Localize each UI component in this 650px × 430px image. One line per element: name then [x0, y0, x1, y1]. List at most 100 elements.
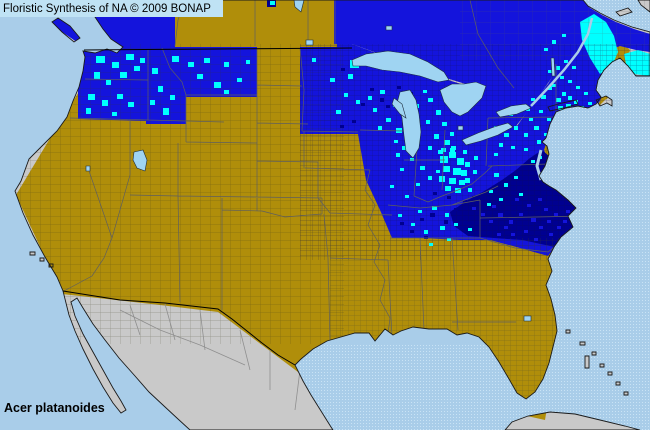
- county-marker: [224, 62, 229, 67]
- county-marker: [454, 208, 458, 211]
- county-marker: [465, 162, 470, 167]
- county-marker: [436, 110, 441, 115]
- county-marker: [438, 150, 443, 154]
- county-marker: [430, 213, 435, 217]
- county-marker: [442, 122, 447, 126]
- county-marker: [489, 190, 493, 193]
- us-state-lines: [63, 47, 593, 341]
- county-marker: [410, 230, 414, 233]
- county-marker: [564, 60, 568, 63]
- county-marker: [152, 68, 158, 74]
- county-marker: [588, 102, 592, 105]
- county-marker: [158, 86, 163, 92]
- county-marker: [519, 213, 523, 216]
- county-marker: [434, 134, 439, 139]
- county-marker: [504, 183, 508, 187]
- county-marker: [572, 66, 576, 69]
- county-marker: [344, 93, 348, 97]
- county-marker: [436, 170, 440, 173]
- map-title: Floristic Synthesis of NA © 2009 BONAP: [3, 2, 211, 15]
- county-marker: [539, 226, 543, 229]
- county-marker: [511, 146, 515, 149]
- county-marker: [494, 153, 498, 156]
- county-marker: [426, 120, 430, 124]
- county-marker: [449, 178, 456, 184]
- county-marker: [394, 140, 398, 143]
- county-marker: [424, 230, 428, 234]
- county-marker: [465, 178, 470, 183]
- county-marker: [134, 66, 140, 71]
- county-marker: [487, 203, 491, 206]
- county-marker: [547, 220, 551, 223]
- county-marker: [204, 58, 210, 63]
- county-marker: [440, 156, 448, 163]
- county-marker: [527, 204, 531, 207]
- country-borders: [62, 47, 353, 366]
- county-marker: [524, 133, 528, 137]
- county-marker: [246, 60, 250, 64]
- county-marker: [400, 168, 404, 171]
- county-marker: [566, 104, 571, 108]
- county-marker: [538, 198, 542, 201]
- county-marker: [504, 226, 508, 229]
- county-marker: [224, 90, 229, 94]
- county-marker: [214, 82, 221, 88]
- county-marker: [498, 213, 503, 217]
- county-marker: [163, 108, 169, 115]
- county-marker: [405, 195, 409, 198]
- county-marker: [531, 98, 535, 101]
- county-marker: [537, 140, 541, 144]
- county-marker: [497, 233, 501, 236]
- county-marker: [432, 206, 437, 210]
- county-marker: [433, 192, 437, 195]
- county-marker: [140, 58, 145, 63]
- county-marker: [455, 188, 461, 193]
- county-marker: [481, 213, 485, 216]
- county-marker: [96, 56, 105, 63]
- county-marker: [459, 180, 465, 185]
- other-lakes: [85, 0, 556, 322]
- county-marker: [468, 222, 472, 225]
- county-marker: [128, 102, 134, 107]
- county-marker: [112, 62, 119, 68]
- county-marker: [420, 166, 425, 170]
- county-marker: [514, 176, 518, 179]
- county-marker: [457, 158, 464, 165]
- county-marker: [549, 233, 553, 236]
- county-marker: [531, 160, 535, 163]
- county-marker: [524, 148, 528, 151]
- county-marker: [531, 218, 536, 222]
- county-marker: [449, 152, 456, 158]
- species-name-label: Acer platanoides: [4, 401, 105, 415]
- county-marker: [515, 198, 519, 201]
- county-marker: [472, 207, 476, 210]
- county-marker: [237, 78, 242, 82]
- county-marker: [472, 196, 476, 199]
- county-marker: [499, 143, 503, 147]
- county-marker: [428, 176, 432, 180]
- county-marker: [492, 205, 496, 208]
- county-marker: [94, 72, 100, 79]
- county-marker: [341, 68, 345, 71]
- county-marker: [386, 118, 391, 122]
- county-marker: [544, 133, 548, 136]
- county-marker: [463, 150, 467, 154]
- county-marker: [454, 223, 458, 226]
- county-marker: [548, 86, 552, 90]
- county-marker: [463, 200, 467, 203]
- county-marker: [568, 80, 572, 83]
- county-marker: [340, 125, 344, 128]
- county-marker: [445, 186, 451, 191]
- county-marker: [514, 126, 518, 130]
- county-marker: [418, 210, 422, 213]
- county-marker: [556, 98, 561, 102]
- county-marker: [398, 214, 402, 217]
- county-marker: [112, 112, 117, 116]
- county-marker: [556, 66, 560, 70]
- county-marker: [468, 188, 472, 192]
- county-marker: [554, 213, 558, 216]
- county-marker: [368, 96, 372, 100]
- county-marker: [541, 95, 546, 99]
- county-marker: [453, 168, 461, 175]
